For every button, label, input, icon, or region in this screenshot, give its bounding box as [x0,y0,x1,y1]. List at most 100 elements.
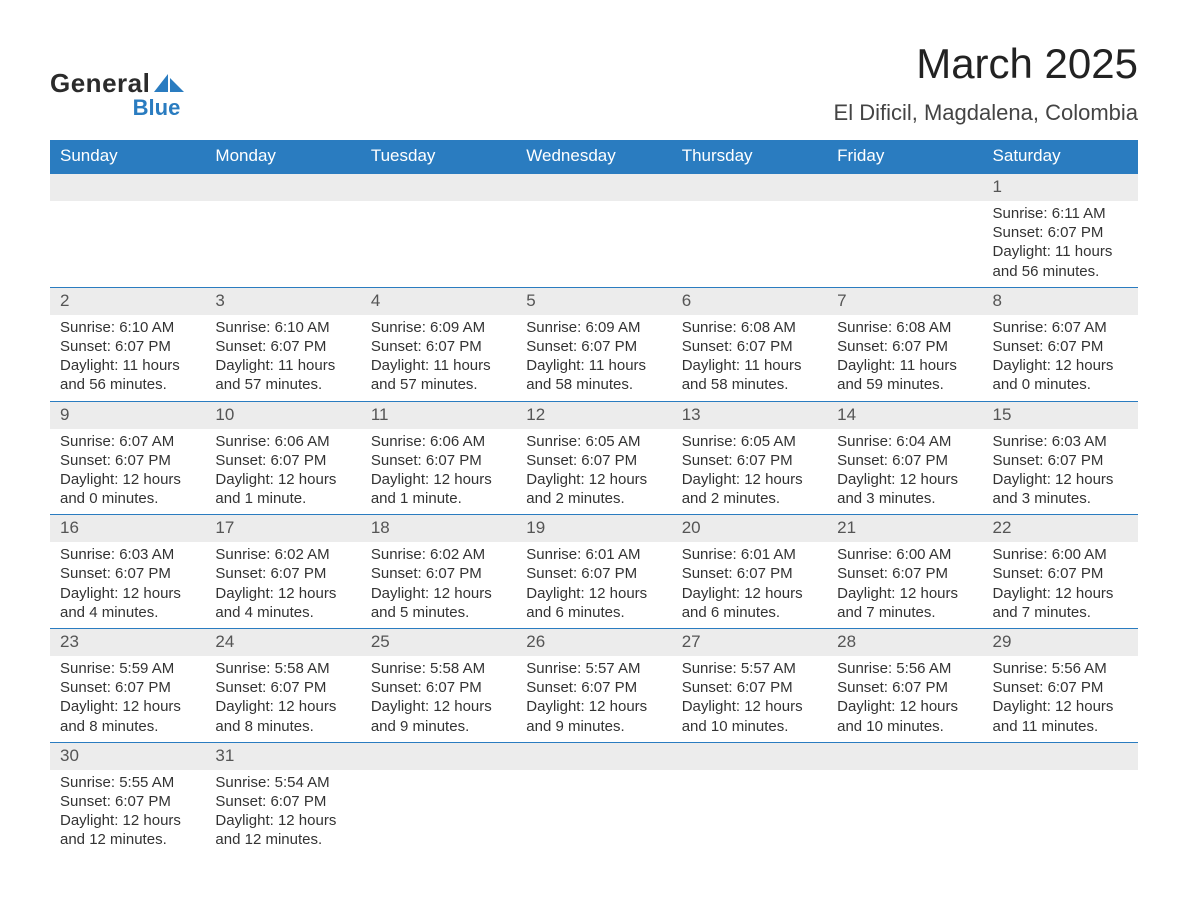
calendar-cell: 28Sunrise: 5:56 AMSunset: 6:07 PMDayligh… [827,629,982,743]
calendar-cell: 4Sunrise: 6:09 AMSunset: 6:07 PMDaylight… [361,287,516,401]
day-details: Sunrise: 6:00 AMSunset: 6:07 PMDaylight:… [983,542,1138,628]
day-number: 3 [205,288,360,315]
calendar-table: SundayMondayTuesdayWednesdayThursdayFrid… [50,140,1138,856]
calendar-cell: 3Sunrise: 6:10 AMSunset: 6:07 PMDaylight… [205,287,360,401]
day-number [827,743,982,770]
day-number: 8 [983,288,1138,315]
day-number: 31 [205,743,360,770]
weekday-row: SundayMondayTuesdayWednesdayThursdayFrid… [50,140,1138,174]
calendar-body: 1Sunrise: 6:11 AMSunset: 6:07 PMDaylight… [50,174,1138,856]
calendar-cell [672,742,827,855]
brand-logo: General Blue [50,40,184,121]
day-number: 12 [516,402,671,429]
calendar-cell: 2Sunrise: 6:10 AMSunset: 6:07 PMDaylight… [50,287,205,401]
day-details: Sunrise: 6:10 AMSunset: 6:07 PMDaylight:… [50,315,205,401]
calendar-cell: 5Sunrise: 6:09 AMSunset: 6:07 PMDaylight… [516,287,671,401]
day-details: Sunrise: 6:04 AMSunset: 6:07 PMDaylight:… [827,429,982,515]
day-number: 25 [361,629,516,656]
day-details: Sunrise: 6:10 AMSunset: 6:07 PMDaylight:… [205,315,360,401]
title-block: March 2025 El Dificil, Magdalena, Colomb… [834,40,1138,126]
day-number: 24 [205,629,360,656]
day-details [827,770,982,840]
day-number: 4 [361,288,516,315]
weekday-header: Tuesday [361,140,516,174]
day-details: Sunrise: 6:01 AMSunset: 6:07 PMDaylight:… [672,542,827,628]
day-details [205,201,360,271]
day-number [361,743,516,770]
calendar-week: 1Sunrise: 6:11 AMSunset: 6:07 PMDaylight… [50,174,1138,288]
day-details [361,201,516,271]
day-number: 21 [827,515,982,542]
day-details: Sunrise: 5:55 AMSunset: 6:07 PMDaylight:… [50,770,205,856]
calendar-cell: 23Sunrise: 5:59 AMSunset: 6:07 PMDayligh… [50,629,205,743]
day-details: Sunrise: 6:03 AMSunset: 6:07 PMDaylight:… [50,542,205,628]
calendar-cell: 27Sunrise: 5:57 AMSunset: 6:07 PMDayligh… [672,629,827,743]
day-details: Sunrise: 6:00 AMSunset: 6:07 PMDaylight:… [827,542,982,628]
day-details [827,201,982,271]
weekday-header: Wednesday [516,140,671,174]
calendar-cell [672,174,827,288]
day-details: Sunrise: 5:58 AMSunset: 6:07 PMDaylight:… [205,656,360,742]
calendar-cell: 20Sunrise: 6:01 AMSunset: 6:07 PMDayligh… [672,515,827,629]
day-number: 6 [672,288,827,315]
weekday-header: Friday [827,140,982,174]
day-number: 5 [516,288,671,315]
day-details [672,201,827,271]
day-number [516,174,671,201]
day-details: Sunrise: 6:05 AMSunset: 6:07 PMDaylight:… [672,429,827,515]
calendar-cell: 31Sunrise: 5:54 AMSunset: 6:07 PMDayligh… [205,742,360,855]
day-number: 2 [50,288,205,315]
weekday-header: Sunday [50,140,205,174]
weekday-header: Thursday [672,140,827,174]
calendar-cell: 13Sunrise: 6:05 AMSunset: 6:07 PMDayligh… [672,401,827,515]
day-number: 14 [827,402,982,429]
day-details: Sunrise: 5:56 AMSunset: 6:07 PMDaylight:… [983,656,1138,742]
day-details: Sunrise: 6:02 AMSunset: 6:07 PMDaylight:… [205,542,360,628]
day-number: 18 [361,515,516,542]
day-number: 30 [50,743,205,770]
day-details: Sunrise: 6:06 AMSunset: 6:07 PMDaylight:… [361,429,516,515]
day-number: 28 [827,629,982,656]
day-number: 23 [50,629,205,656]
day-details [672,770,827,840]
calendar-cell: 14Sunrise: 6:04 AMSunset: 6:07 PMDayligh… [827,401,982,515]
calendar-week: 16Sunrise: 6:03 AMSunset: 6:07 PMDayligh… [50,515,1138,629]
day-details: Sunrise: 5:57 AMSunset: 6:07 PMDaylight:… [672,656,827,742]
calendar-cell: 26Sunrise: 5:57 AMSunset: 6:07 PMDayligh… [516,629,671,743]
page-subtitle: El Dificil, Magdalena, Colombia [834,100,1138,126]
day-number: 26 [516,629,671,656]
day-number: 20 [672,515,827,542]
day-number: 15 [983,402,1138,429]
day-number: 22 [983,515,1138,542]
calendar-cell [361,174,516,288]
calendar-cell: 8Sunrise: 6:07 AMSunset: 6:07 PMDaylight… [983,287,1138,401]
day-number: 10 [205,402,360,429]
calendar-cell: 19Sunrise: 6:01 AMSunset: 6:07 PMDayligh… [516,515,671,629]
day-details: Sunrise: 6:07 AMSunset: 6:07 PMDaylight:… [50,429,205,515]
day-number [827,174,982,201]
day-details: Sunrise: 5:59 AMSunset: 6:07 PMDaylight:… [50,656,205,742]
day-details: Sunrise: 5:54 AMSunset: 6:07 PMDaylight:… [205,770,360,856]
day-details: Sunrise: 6:03 AMSunset: 6:07 PMDaylight:… [983,429,1138,515]
day-details [516,201,671,271]
day-details [361,770,516,840]
calendar-cell: 10Sunrise: 6:06 AMSunset: 6:07 PMDayligh… [205,401,360,515]
day-number: 1 [983,174,1138,201]
day-details [983,770,1138,840]
day-number [205,174,360,201]
day-details: Sunrise: 5:56 AMSunset: 6:07 PMDaylight:… [827,656,982,742]
day-details: Sunrise: 5:57 AMSunset: 6:07 PMDaylight:… [516,656,671,742]
day-details: Sunrise: 6:07 AMSunset: 6:07 PMDaylight:… [983,315,1138,401]
day-details [516,770,671,840]
calendar-cell: 1Sunrise: 6:11 AMSunset: 6:07 PMDaylight… [983,174,1138,288]
day-number: 11 [361,402,516,429]
calendar-cell: 22Sunrise: 6:00 AMSunset: 6:07 PMDayligh… [983,515,1138,629]
calendar-week: 30Sunrise: 5:55 AMSunset: 6:07 PMDayligh… [50,742,1138,855]
calendar-cell: 16Sunrise: 6:03 AMSunset: 6:07 PMDayligh… [50,515,205,629]
day-number: 17 [205,515,360,542]
calendar-head: SundayMondayTuesdayWednesdayThursdayFrid… [50,140,1138,174]
calendar-cell [50,174,205,288]
day-number: 19 [516,515,671,542]
day-number: 29 [983,629,1138,656]
calendar-cell: 24Sunrise: 5:58 AMSunset: 6:07 PMDayligh… [205,629,360,743]
